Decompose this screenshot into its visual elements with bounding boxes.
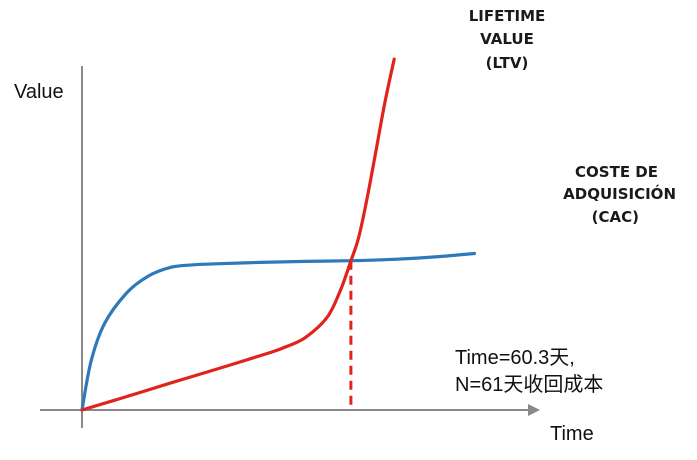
ltv-series-line [80, 57, 396, 412]
cac-label-line-2: ADQUISICIÓN [563, 184, 676, 203]
ltv-label-abbr: (LTV) [486, 54, 529, 72]
cac-label-abbr: (CAC) [592, 208, 639, 226]
ltv-label-line-1: LIFETIME [469, 7, 546, 25]
ltv-label-line-2: VALUE [480, 30, 534, 48]
y-axis-title: Value [14, 81, 64, 103]
annotation-line-1: Time=60.3天, [455, 347, 575, 369]
x-axis-arrow-icon [528, 404, 540, 416]
x-axis-title: Time [550, 423, 594, 445]
cac-series-line [80, 251, 477, 412]
cac-label-line-1: COSTE DE [575, 163, 658, 181]
annotation-line-2: N=61天收回成本 [455, 373, 603, 396]
